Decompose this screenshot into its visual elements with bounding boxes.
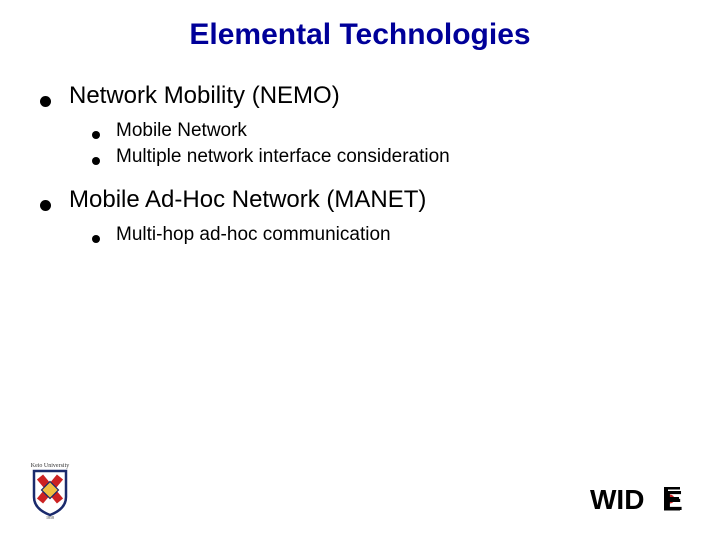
keio-university-logo: Keio University 1858	[22, 459, 78, 526]
bullet-text: Mobile Ad-Hoc Network (MANET)	[69, 186, 426, 214]
svg-text:Keio University: Keio University	[31, 463, 70, 469]
svg-text:1858: 1858	[46, 515, 54, 520]
bullet-text: Multiple network interface consideration	[116, 146, 450, 168]
bullet-icon	[92, 235, 100, 243]
bullet-level1: Mobile Ad-Hoc Network (MANET)	[40, 186, 720, 214]
bullet-icon	[92, 131, 100, 139]
sublist: Mobile Network Multiple network interfac…	[40, 120, 720, 168]
slide: Elemental Technologies Network Mobility …	[0, 0, 720, 540]
bullet-icon	[40, 200, 51, 211]
bullet-icon	[92, 157, 100, 165]
svg-text:E: E	[664, 485, 683, 516]
slide-title: Elemental Technologies	[0, 0, 720, 52]
bullet-level2: Multi-hop ad-hoc communication	[92, 224, 720, 246]
bullet-text: Network Mobility (NEMO)	[69, 82, 340, 110]
slide-content: Network Mobility (NEMO) Mobile Network M…	[0, 52, 720, 246]
wide-logo: WID E	[590, 483, 700, 522]
svg-text:WID: WID	[590, 484, 644, 515]
wide-logo-icon: WID E	[590, 483, 700, 517]
sublist: Multi-hop ad-hoc communication	[40, 224, 720, 246]
bullet-level2: Mobile Network	[92, 120, 720, 142]
bullet-level2: Multiple network interface consideration	[92, 146, 720, 168]
bullet-text: Mobile Network	[116, 120, 247, 142]
shield-icon: Keio University 1858	[22, 459, 78, 521]
bullet-level1: Network Mobility (NEMO)	[40, 82, 720, 110]
bullet-icon	[40, 96, 51, 107]
bullet-text: Multi-hop ad-hoc communication	[116, 224, 391, 246]
